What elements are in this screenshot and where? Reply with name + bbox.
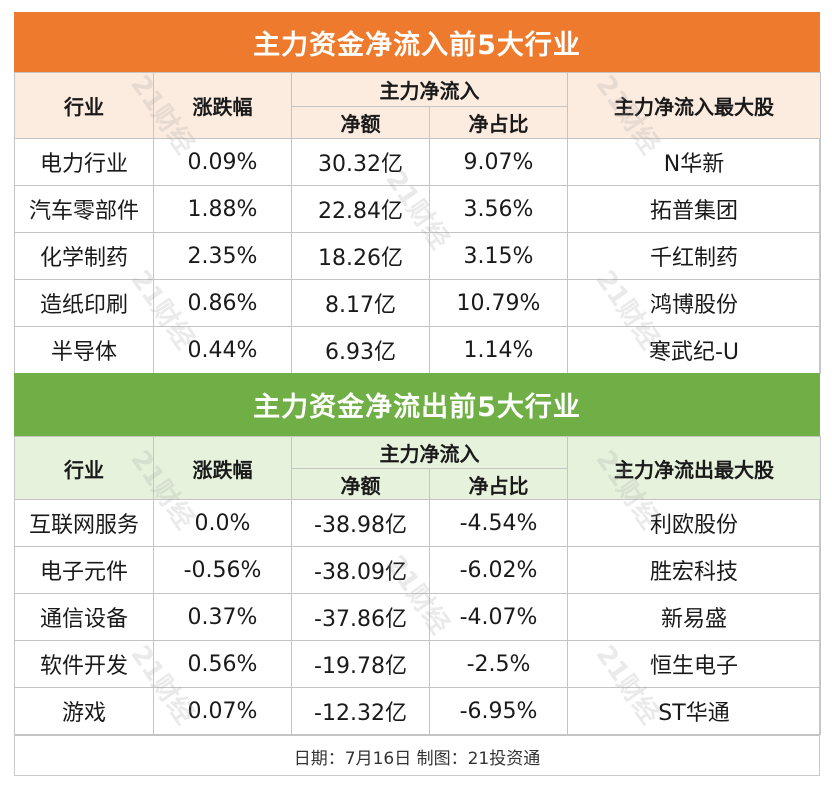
header-industry: 行业 <box>14 436 154 500</box>
cell-change: 1.88% <box>153 185 292 233</box>
cell-stock: N华新 <box>567 138 821 186</box>
table-row: 半导体 0.44% 6.93亿 1.14% 寒武纪-U <box>14 326 821 374</box>
inflow-table: 行业 涨跌幅 主力净流入 主力净流入最大股 净额 净占比 电力行业 0.09% … <box>14 72 821 374</box>
cell-industry: 汽车零部件 <box>14 185 154 233</box>
cell-net: 6.93亿 <box>291 326 430 374</box>
cell-industry: 半导体 <box>14 326 154 374</box>
cell-industry: 电子元件 <box>14 546 154 594</box>
table-row: 电力行业 0.09% 30.32亿 9.07% N华新 <box>14 138 821 186</box>
cell-change: 0.86% <box>153 279 292 327</box>
outflow-title-banner: 主力资金净流出前5大行业 <box>14 373 820 436</box>
cell-industry: 造纸印刷 <box>14 279 154 327</box>
cell-ratio: 3.56% <box>429 185 568 233</box>
table-row: 化学制药 2.35% 18.26亿 3.15% 千红制药 <box>14 232 821 280</box>
cell-ratio: 1.14% <box>429 326 568 374</box>
cell-stock: 拓普集团 <box>567 185 821 233</box>
header-industry: 行业 <box>14 72 154 139</box>
cell-net: -12.32亿 <box>291 687 430 735</box>
header-change: 涨跌幅 <box>153 436 292 500</box>
cell-ratio: 3.15% <box>429 232 568 280</box>
cell-change: -0.56% <box>153 546 292 594</box>
cell-change: 0.07% <box>153 687 292 735</box>
cell-net: 18.26亿 <box>291 232 430 280</box>
cell-ratio: 9.07% <box>429 138 568 186</box>
inflow-title-banner: 主力资金净流入前5大行业 <box>14 12 820 72</box>
cell-ratio: -6.95% <box>429 687 568 735</box>
inflow-title: 主力资金净流入前5大行业 <box>253 29 581 61</box>
cell-ratio: -4.54% <box>429 499 568 547</box>
table-row: 通信设备 0.37% -37.86亿 -4.07% 新易盛 <box>14 593 821 641</box>
cell-stock: 利欧股份 <box>567 499 821 547</box>
header-net: 净额 <box>291 106 430 139</box>
table-row: 互联网服务 0.0% -38.98亿 -4.54% 利欧股份 <box>14 499 821 547</box>
cell-change: 0.09% <box>153 138 292 186</box>
cell-industry: 化学制药 <box>14 232 154 280</box>
cell-stock: 鸿博股份 <box>567 279 821 327</box>
cell-ratio: 10.79% <box>429 279 568 327</box>
header-net: 净额 <box>291 468 430 500</box>
cell-stock: ST华通 <box>567 687 821 735</box>
cell-ratio: -6.02% <box>429 546 568 594</box>
cell-industry: 互联网服务 <box>14 499 154 547</box>
cell-change: 0.0% <box>153 499 292 547</box>
cell-stock: 新易盛 <box>567 593 821 641</box>
header-flow: 主力净流入 <box>291 72 568 107</box>
header-top-stock: 主力净流出最大股 <box>567 436 821 500</box>
cell-industry: 通信设备 <box>14 593 154 641</box>
cell-net: 30.32亿 <box>291 138 430 186</box>
cell-ratio: -2.5% <box>429 640 568 688</box>
cell-net: -38.09亿 <box>291 546 430 594</box>
cell-change: 0.56% <box>153 640 292 688</box>
header-top-stock: 主力净流入最大股 <box>567 72 821 139</box>
table-row: 软件开发 0.56% -19.78亿 -2.5% 恒生电子 <box>14 640 821 688</box>
cell-stock: 寒武纪-U <box>567 326 821 374</box>
cell-change: 2.35% <box>153 232 292 280</box>
cell-change: 0.44% <box>153 326 292 374</box>
cell-stock: 千红制药 <box>567 232 821 280</box>
footer-text: 日期：7月16日 制图：21投资通 <box>293 749 541 769</box>
header-change: 涨跌幅 <box>153 72 292 139</box>
cell-ratio: -4.07% <box>429 593 568 641</box>
table-row: 汽车零部件 1.88% 22.84亿 3.56% 拓普集团 <box>14 185 821 233</box>
cell-net: 8.17亿 <box>291 279 430 327</box>
cell-net: -19.78亿 <box>291 640 430 688</box>
table-row: 游戏 0.07% -12.32亿 -6.95% ST华通 <box>14 687 821 735</box>
table-row: 造纸印刷 0.86% 8.17亿 10.79% 鸿博股份 <box>14 279 821 327</box>
outflow-table: 行业 涨跌幅 主力净流入 主力净流出最大股 净额 净占比 互联网服务 0.0% … <box>14 436 821 735</box>
header-flow: 主力净流入 <box>291 436 568 469</box>
cell-net: -37.86亿 <box>291 593 430 641</box>
cell-stock: 恒生电子 <box>567 640 821 688</box>
header-ratio: 净占比 <box>429 106 568 139</box>
table-row: 电子元件 -0.56% -38.09亿 -6.02% 胜宏科技 <box>14 546 821 594</box>
cell-change: 0.37% <box>153 593 292 641</box>
cell-industry: 电力行业 <box>14 138 154 186</box>
cell-net: -38.98亿 <box>291 499 430 547</box>
cell-industry: 游戏 <box>14 687 154 735</box>
cell-industry: 软件开发 <box>14 640 154 688</box>
cell-stock: 胜宏科技 <box>567 546 821 594</box>
header-ratio: 净占比 <box>429 468 568 500</box>
outflow-title: 主力资金净流出前5大行业 <box>253 392 581 423</box>
footer-caption: 日期：7月16日 制图：21投资通 <box>14 735 820 777</box>
cell-net: 22.84亿 <box>291 185 430 233</box>
